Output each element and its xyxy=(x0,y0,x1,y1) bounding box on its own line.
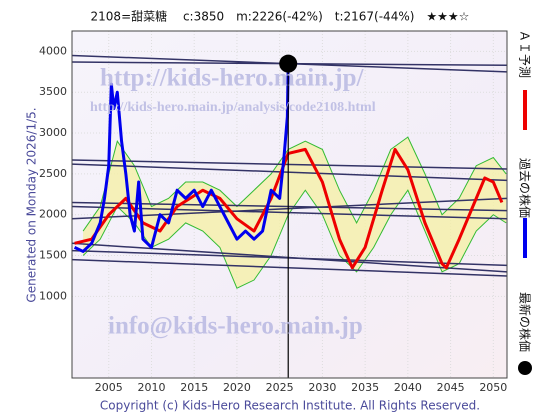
trend-line xyxy=(71,163,508,182)
x-tick-label: 2030 xyxy=(308,381,336,394)
band-fill xyxy=(83,137,507,289)
legend-label: ＡＩ予測 xyxy=(518,30,532,78)
trend-line xyxy=(71,249,508,267)
footer: Copyright (c) Kids-Hero Research Institu… xyxy=(100,399,480,413)
series-line xyxy=(74,147,504,270)
watermark: http://kids-hero.main.jp/ xyxy=(100,65,365,92)
y-tick-label: 2500 xyxy=(39,167,67,180)
series-line xyxy=(73,63,290,253)
trend-line xyxy=(71,201,508,212)
trend-line xyxy=(71,197,508,220)
trend-line xyxy=(71,205,508,220)
y-tick-label: 4000 xyxy=(39,44,67,57)
x-tick-label: 2045 xyxy=(437,381,465,394)
x-tick-label: 2040 xyxy=(394,381,422,394)
y-tick-label: 1000 xyxy=(39,289,67,302)
watermark: info@kids-hero.main.jp xyxy=(108,313,363,340)
y-tick-label: 3000 xyxy=(39,126,67,139)
x-tick-label: 2025 xyxy=(266,381,294,394)
side-note: Generated on Monday 2026/1/5. xyxy=(25,107,39,302)
plot-frame xyxy=(71,30,508,379)
watermark: http://kids-hero.main.jp/analysis/code21… xyxy=(90,100,376,115)
trend-line xyxy=(71,159,508,170)
x-tick-label: 2010 xyxy=(137,381,165,394)
trend-line xyxy=(71,258,508,277)
x-tick-label: 2020 xyxy=(223,381,251,394)
legend-label: 最新の株価 xyxy=(518,292,533,352)
x-tick-label: 2005 xyxy=(95,381,123,394)
latest-point xyxy=(279,54,298,73)
legend-label: 過去の株価 xyxy=(518,158,533,218)
band-line xyxy=(82,136,507,232)
y-tick-label: 3500 xyxy=(39,85,67,98)
y-tick-label: 1500 xyxy=(39,249,67,262)
y-tick-label: 2000 xyxy=(39,208,67,221)
x-tick-label: 2050 xyxy=(479,381,507,394)
x-tick-label: 2035 xyxy=(351,381,379,394)
band-line xyxy=(82,189,507,289)
x-tick-label: 2015 xyxy=(180,381,208,394)
chart-title: 2108=甜菜糖 c:3850 m:2226(-42%) t:2167(-44%… xyxy=(91,9,470,24)
legend-swatch xyxy=(518,361,532,375)
